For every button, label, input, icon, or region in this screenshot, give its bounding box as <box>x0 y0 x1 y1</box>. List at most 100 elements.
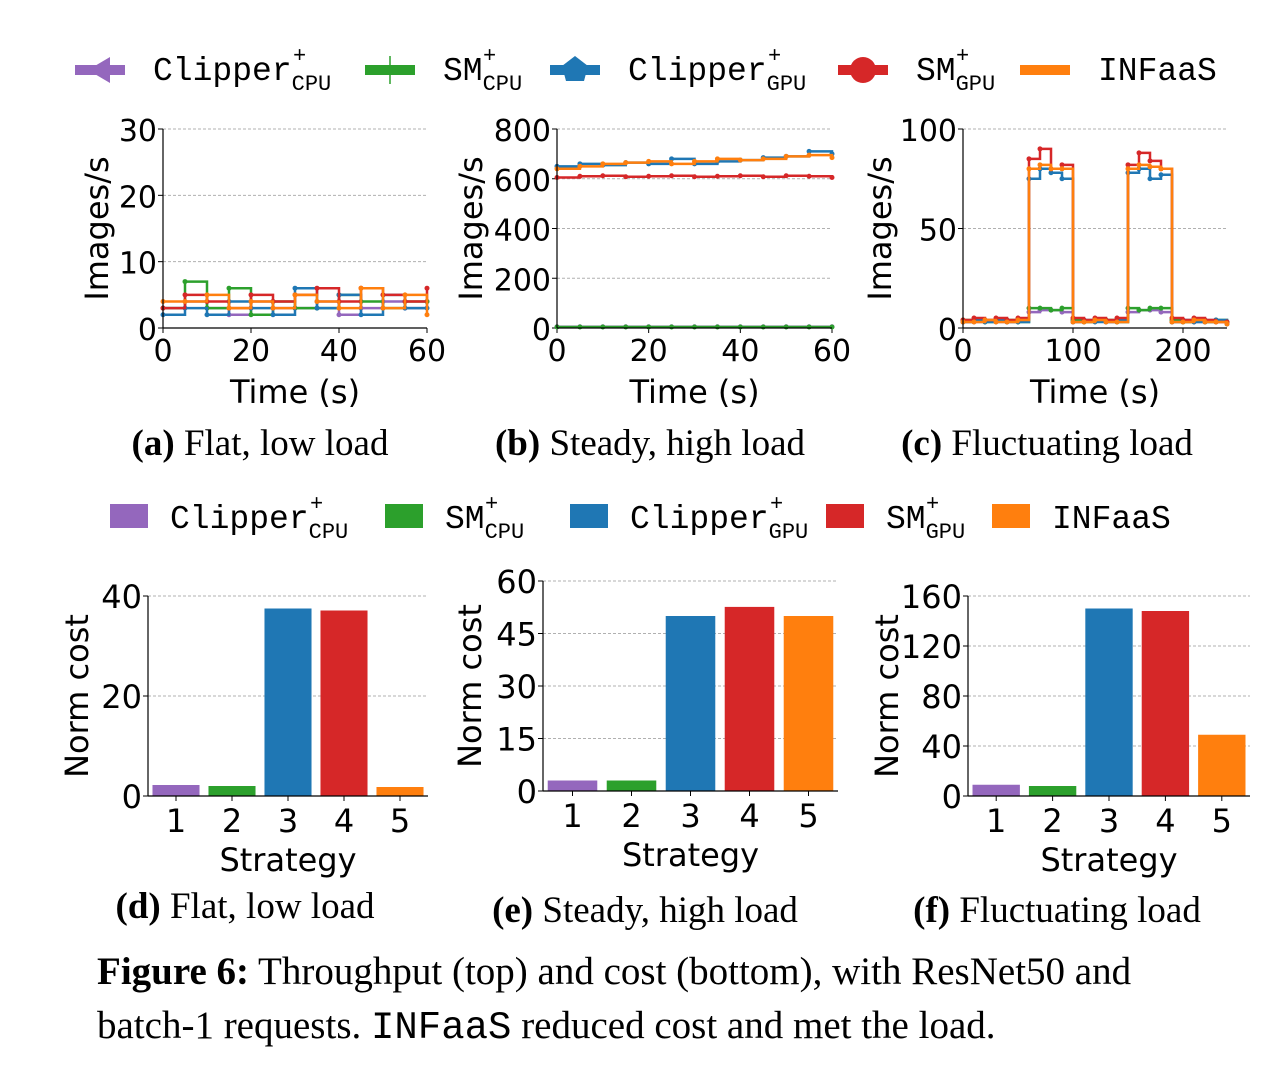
data-point-infaas <box>1136 162 1142 168</box>
data-point-sm_gpu <box>714 173 720 179</box>
data-point-infaas <box>993 319 999 325</box>
y-tick-label: 50 <box>919 214 957 249</box>
data-point-infaas <box>1070 319 1076 325</box>
x-axis-label: Time (s) <box>229 373 360 411</box>
legend-label-sm_gpu: SMGPU+ <box>886 492 965 545</box>
y-tick-label: 30 <box>119 114 157 149</box>
data-point-clipper_cpu <box>336 312 342 318</box>
legend-label-sm_gpu: SMGPU+ <box>916 44 995 97</box>
y-tick-label: 0 <box>517 773 537 811</box>
data-point-infaas <box>1191 317 1197 323</box>
series-line-infaas <box>163 286 429 315</box>
legend-swatch-clipper_gpu <box>570 504 608 528</box>
data-point-clipper_gpu <box>358 312 364 318</box>
data-point-infaas <box>1125 166 1131 172</box>
y-axis-label: Norm cost <box>868 614 906 778</box>
legend-label-clipper_gpu: ClipperGPU+ <box>628 44 806 97</box>
legend-bottom: ClipperCPU+ SMCPU+ ClipperGPU+ SMGPU+ INFaaS <box>110 492 1171 545</box>
legend-label-sm_cpu: SMCPU+ <box>443 44 522 97</box>
subplot-caption: (a) Flat, low load <box>132 423 389 464</box>
data-point-sm_gpu <box>1059 162 1065 168</box>
subplot-caption: (e) Steady, high load <box>492 890 798 931</box>
data-point-infaas <box>248 298 254 304</box>
data-point-infaas <box>714 156 720 162</box>
data-point-infaas <box>1103 319 1109 325</box>
y-axis-label: Images/s <box>861 156 899 300</box>
data-point-infaas <box>1059 166 1065 172</box>
data-point-sm_gpu <box>1026 156 1032 162</box>
data-point-infaas <box>424 312 430 318</box>
data-point-sm_cpu <box>1048 307 1054 313</box>
y-tick-label: 600 <box>494 164 551 199</box>
data-point-infaas <box>1015 317 1021 323</box>
bar-2 <box>208 786 256 796</box>
y-tick-label: 160 <box>901 578 962 616</box>
data-point-infaas <box>692 158 697 164</box>
figure: ClipperCPU+ SMCPU+ ClipperGPU+ SMGPU+ INFaaS… <box>58 44 1250 931</box>
legend-swatch-sm_gpu <box>826 504 864 528</box>
data-point-sm_cpu <box>226 285 232 291</box>
y-tick-label: 60 <box>496 563 537 601</box>
bar-3 <box>665 616 716 791</box>
x-tick-label: 0 <box>153 334 172 369</box>
legend-swatch-clipper_cpu <box>110 504 148 528</box>
data-point-sm_cpu <box>806 324 812 330</box>
legend-label-clipper_cpu: ClipperCPU+ <box>170 492 348 545</box>
x-tick-label: 40 <box>721 334 759 369</box>
data-point-infaas <box>1169 319 1175 325</box>
bar-3 <box>264 608 312 796</box>
data-point-sm_cpu <box>182 279 188 285</box>
x-tick-label: 2 <box>222 802 242 840</box>
data-point-infaas <box>783 153 789 159</box>
bar-5 <box>376 787 424 796</box>
x-axis-label: Strategy <box>1040 841 1177 879</box>
data-point-sm_cpu <box>737 324 743 330</box>
data-point-infaas <box>1092 317 1098 323</box>
x-tick-label: 3 <box>278 802 298 840</box>
data-point-sm_gpu <box>646 173 652 179</box>
data-point-infaas <box>982 317 988 323</box>
legend-swatch-sm_cpu <box>385 504 423 528</box>
x-tick-label: 20 <box>630 334 668 369</box>
x-tick-label: 40 <box>320 334 358 369</box>
y-tick-label: 400 <box>494 214 551 249</box>
bar-1 <box>547 780 598 791</box>
data-point-sm_gpu <box>971 315 977 321</box>
y-tick-label: 10 <box>119 247 157 282</box>
figure-caption: Figure 6: Throughput (top) and cost (bot… <box>97 950 1132 1050</box>
data-point-sm_gpu <box>182 292 188 298</box>
chart-panel-f: 0 40 80 120 160 1 2 3 4 5 Strategy Norm cost (f) Flu… <box>868 578 1250 931</box>
bar-1 <box>972 784 1020 796</box>
bar-5 <box>1198 734 1246 796</box>
data-point-sm_cpu <box>600 324 606 330</box>
data-point-infaas <box>1213 319 1219 325</box>
data-point-clipper_gpu <box>204 312 210 318</box>
data-point-sm_gpu <box>783 173 789 179</box>
series-line-infaas <box>963 163 1229 325</box>
data-point-infaas <box>1114 319 1120 325</box>
y-tick-label: 20 <box>101 678 142 716</box>
data-point-infaas <box>1026 166 1032 172</box>
data-point-sm_gpu <box>829 175 835 181</box>
data-point-sm_cpu <box>760 324 766 330</box>
x-tick-label: 4 <box>1155 802 1175 840</box>
y-tick-label: 0 <box>938 313 957 348</box>
data-point-sm_gpu <box>248 292 254 298</box>
x-tick-label: 100 <box>1044 334 1101 369</box>
data-point-clipper_gpu <box>1059 176 1065 182</box>
x-tick-label: 3 <box>680 797 700 835</box>
bar-4 <box>1141 611 1190 796</box>
data-point-sm_cpu <box>669 324 675 330</box>
data-point-infaas <box>829 155 835 161</box>
y-tick-label: 15 <box>496 721 537 759</box>
data-point-infaas <box>270 305 276 311</box>
x-tick-label: 2 <box>621 797 641 835</box>
y-tick-label: 0 <box>532 313 551 348</box>
legend-swatch-infaas <box>992 504 1030 528</box>
subplot-caption: (d) Flat, low load <box>116 886 375 927</box>
x-tick-label: 5 <box>390 802 410 840</box>
bar-1 <box>152 785 200 796</box>
data-point-infaas <box>1202 319 1208 325</box>
y-tick-label: 80 <box>921 678 962 716</box>
